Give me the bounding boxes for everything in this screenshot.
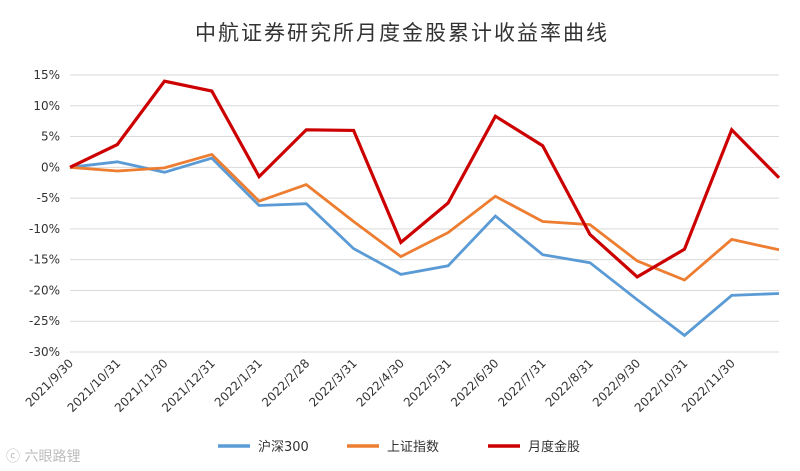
- y-tick-label: -20%: [29, 283, 60, 297]
- legend-label: 月度金股: [528, 439, 580, 455]
- watermark-icon: ⓒ: [6, 449, 20, 465]
- x-tick-label: 2022/2/28: [259, 356, 312, 409]
- series-line-2: [69, 152, 780, 282]
- chart-title: 中航证券研究所月度金股累计收益率曲线: [195, 21, 609, 45]
- y-tick-label: -10%: [29, 222, 60, 236]
- y-tick-label: 15%: [33, 68, 60, 82]
- x-tick-label: 2022/8/31: [543, 356, 596, 409]
- watermark-text: 六眼路锂: [24, 449, 81, 465]
- y-tick-label: 0%: [41, 160, 60, 174]
- x-tick-label: 2022/5/31: [401, 356, 454, 409]
- x-tick-label: 2022/3/31: [306, 356, 359, 409]
- x-tick-label: 2022/4/30: [354, 356, 407, 409]
- series-lines: [69, 79, 781, 338]
- watermark: ⓒ 六眼路锂: [6, 446, 80, 466]
- legend: 沪深300 上证指数 月度金股: [218, 439, 580, 455]
- series-line-1: [69, 156, 780, 338]
- y-axis-ticks: 15% 10% 5% 0% -5% -10% -15% -20% -25% -30%: [29, 68, 60, 359]
- y-tick-label: -30%: [29, 345, 60, 359]
- y-tick-label: -5%: [37, 191, 60, 205]
- legend-label: 上证指数: [387, 440, 439, 455]
- x-axis-ticks: 2021/9/302021/10/312021/11/302021/12/312…: [23, 356, 738, 415]
- y-tick-label: 10%: [33, 99, 60, 113]
- y-tick-label: -15%: [29, 253, 60, 267]
- gridlines: [70, 74, 779, 353]
- series-line-3: [69, 79, 781, 279]
- x-tick-label: 2022/6/30: [448, 356, 501, 409]
- x-tick-label: 2022/7/31: [495, 356, 548, 409]
- y-tick-label: 5%: [41, 130, 60, 144]
- legend-label: 沪深300: [258, 439, 309, 455]
- x-tick-label: 2022/1/31: [212, 356, 265, 409]
- y-tick-label: -25%: [29, 314, 60, 328]
